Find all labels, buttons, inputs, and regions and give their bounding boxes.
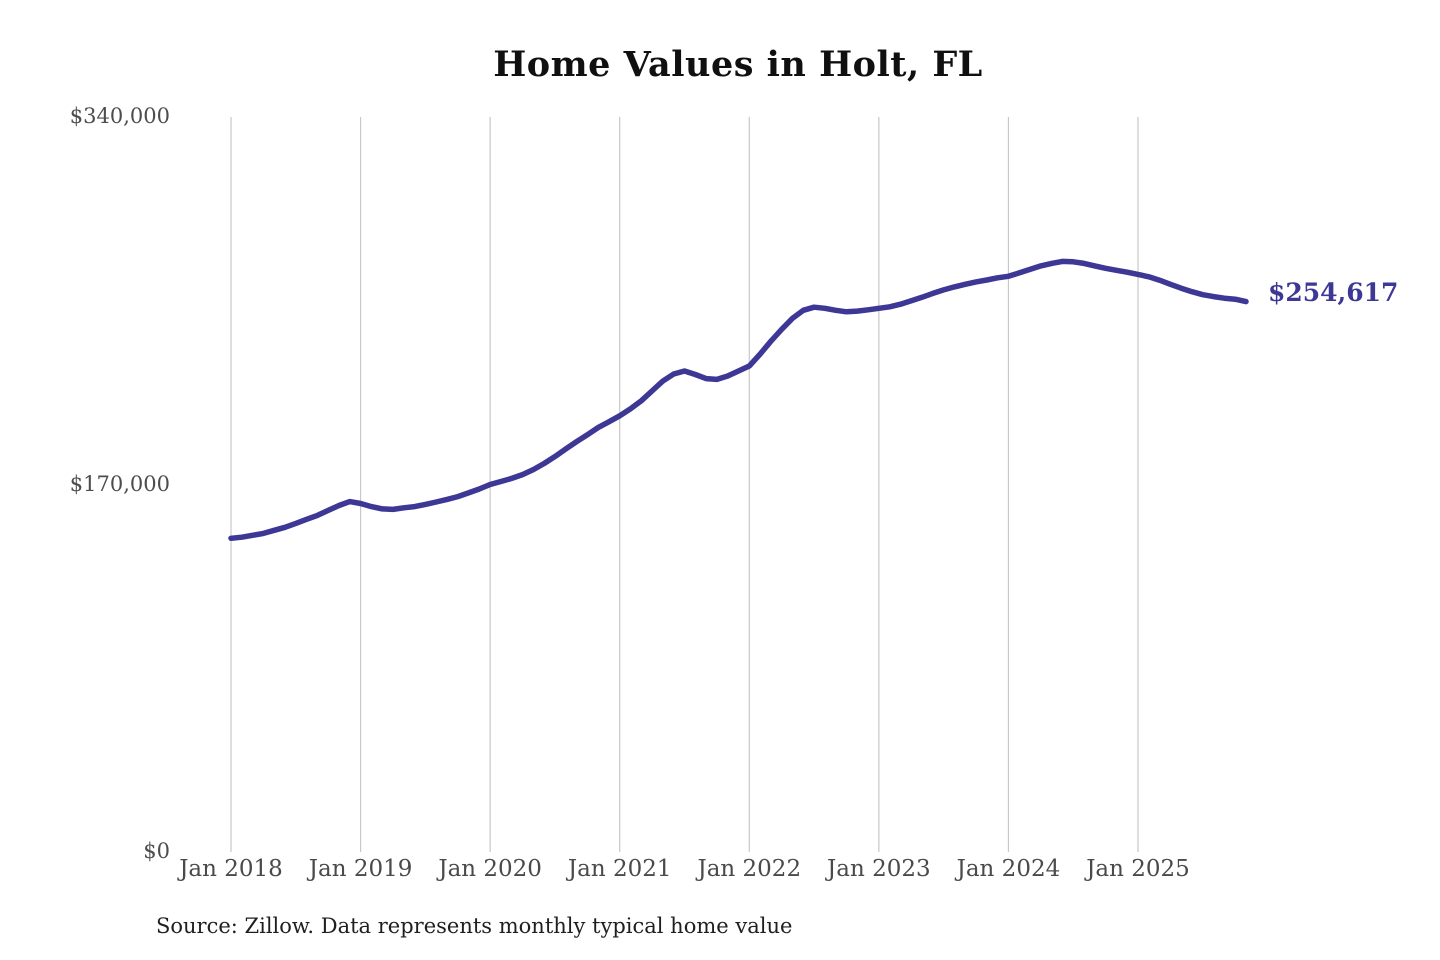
y-axis-tick-label: $170,000 — [69, 471, 170, 496]
y-axis-tick-label: $0 — [143, 839, 170, 863]
x-axis-tick-label: Jan 2019 — [308, 856, 413, 882]
x-axis-tick-label: Jan 2024 — [956, 856, 1061, 882]
current-value-label: $254,617 — [1267, 277, 1399, 307]
source-note: Source: Zillow. Data represents monthly … — [156, 914, 793, 938]
x-axis-tick-label: Jan 2018 — [179, 856, 283, 882]
y-axis-tick-label: $340,000 — [69, 104, 170, 128]
home-value-line — [228, 258, 1249, 542]
x-axis-tick-label: Jan 2025 — [1086, 856, 1190, 882]
x-axis-tick-label: Jan 2022 — [697, 856, 802, 882]
x-axis-tick-label: Jan 2020 — [438, 856, 542, 882]
x-axis-tick-label: Jan 2023 — [827, 856, 931, 882]
x-axis-tick-label: Jan 2021 — [567, 856, 672, 882]
chart-title: Home Values in Holt, FL — [493, 44, 983, 85]
